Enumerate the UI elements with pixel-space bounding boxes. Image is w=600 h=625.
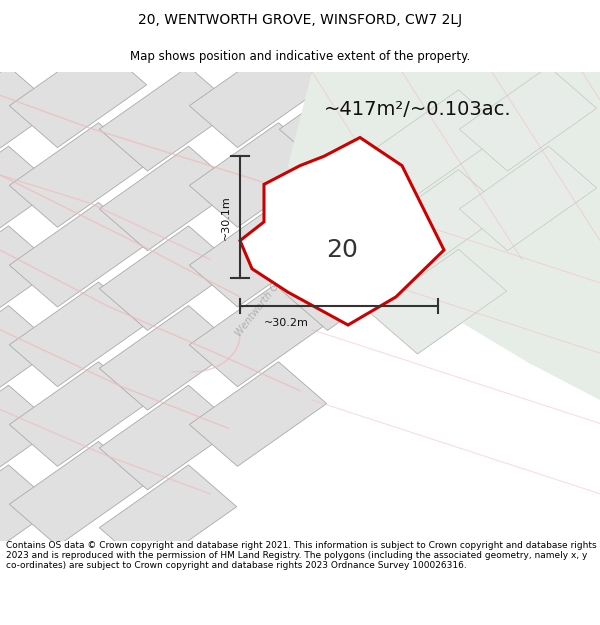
Polygon shape <box>370 169 506 274</box>
Text: ~30.1m: ~30.1m <box>221 195 231 239</box>
Polygon shape <box>288 72 600 400</box>
Polygon shape <box>370 249 506 354</box>
Polygon shape <box>100 66 236 171</box>
Polygon shape <box>0 146 56 251</box>
Text: ~30.2m: ~30.2m <box>264 318 309 328</box>
Polygon shape <box>370 90 506 194</box>
Polygon shape <box>0 306 56 410</box>
Polygon shape <box>10 202 146 307</box>
Polygon shape <box>0 226 56 331</box>
Polygon shape <box>370 90 506 194</box>
Polygon shape <box>190 202 326 307</box>
Text: 20: 20 <box>326 238 358 262</box>
Polygon shape <box>460 146 596 251</box>
Polygon shape <box>190 43 326 148</box>
Polygon shape <box>0 385 56 490</box>
Polygon shape <box>460 66 596 171</box>
Polygon shape <box>100 465 236 569</box>
Polygon shape <box>100 226 236 331</box>
Text: Map shows position and indicative extent of the property.: Map shows position and indicative extent… <box>130 49 470 62</box>
Polygon shape <box>10 122 146 228</box>
Polygon shape <box>10 43 146 148</box>
Polygon shape <box>280 146 416 251</box>
Polygon shape <box>190 122 326 228</box>
Polygon shape <box>190 362 326 466</box>
Polygon shape <box>460 66 596 171</box>
Polygon shape <box>10 441 146 546</box>
Polygon shape <box>10 362 146 466</box>
Polygon shape <box>460 146 596 251</box>
Polygon shape <box>240 138 444 325</box>
Text: ~417m²/~0.103ac.: ~417m²/~0.103ac. <box>324 100 512 119</box>
Polygon shape <box>0 66 56 171</box>
Polygon shape <box>0 465 56 569</box>
Polygon shape <box>100 306 236 410</box>
Text: Contains OS data © Crown copyright and database right 2021. This information is : Contains OS data © Crown copyright and d… <box>6 541 596 571</box>
Polygon shape <box>280 66 416 171</box>
Text: 20, WENTWORTH GROVE, WINSFORD, CW7 2LJ: 20, WENTWORTH GROVE, WINSFORD, CW7 2LJ <box>138 13 462 27</box>
Text: Wentworth Grove: Wentworth Grove <box>233 264 295 339</box>
Polygon shape <box>100 146 236 251</box>
Polygon shape <box>100 385 236 490</box>
Polygon shape <box>280 226 416 331</box>
Polygon shape <box>370 169 506 274</box>
Polygon shape <box>370 249 506 354</box>
Polygon shape <box>10 282 146 387</box>
Polygon shape <box>190 282 326 387</box>
